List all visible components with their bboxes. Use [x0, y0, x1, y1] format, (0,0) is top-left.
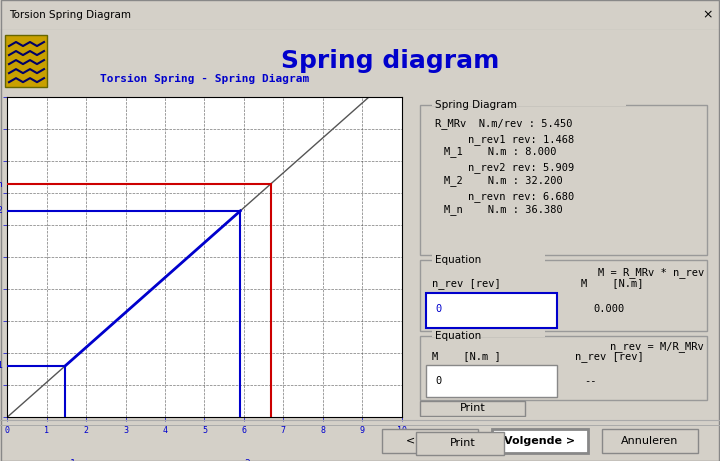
- Text: rev2: rev2: [230, 459, 251, 461]
- Text: n_rev2 rev: 5.909: n_rev2 rev: 5.909: [468, 162, 574, 173]
- FancyBboxPatch shape: [426, 293, 557, 328]
- Bar: [432, 95, 626, 106]
- Text: n_rev = M/R_MRv: n_rev = M/R_MRv: [610, 341, 704, 352]
- Text: M = R_MRv * n_rev: M = R_MRv * n_rev: [598, 267, 704, 278]
- Bar: [5, 35, 47, 87]
- Text: 0.000: 0.000: [593, 304, 624, 314]
- Text: 0: 0: [435, 304, 441, 314]
- Text: Print: Print: [459, 403, 485, 414]
- Text: M2: M2: [0, 207, 4, 215]
- Bar: [602, 429, 698, 453]
- Text: revn: revn: [260, 459, 282, 461]
- Bar: [382, 429, 478, 453]
- Text: Torsion Spring Diagram: Torsion Spring Diagram: [9, 10, 130, 20]
- Text: n_rev [rev]: n_rev [rev]: [575, 352, 644, 362]
- Text: M    [N.m]: M [N.m]: [581, 278, 644, 288]
- Text: Annuleren: Annuleren: [621, 436, 679, 446]
- Bar: [432, 251, 546, 262]
- Text: ×: ×: [702, 8, 713, 22]
- FancyBboxPatch shape: [420, 401, 525, 416]
- FancyBboxPatch shape: [420, 336, 707, 400]
- Text: n_revn rev: 6.680: n_revn rev: 6.680: [468, 191, 574, 202]
- Text: rev1: rev1: [55, 459, 76, 461]
- Text: n rev: n rev: [396, 459, 423, 461]
- Text: --: --: [585, 376, 597, 386]
- Bar: [432, 326, 546, 337]
- Text: Volgende >: Volgende >: [505, 436, 575, 446]
- Text: M_1    N.m : 8.000: M_1 N.m : 8.000: [444, 147, 557, 157]
- Text: Equation: Equation: [435, 331, 481, 341]
- FancyBboxPatch shape: [420, 105, 707, 255]
- FancyBboxPatch shape: [426, 365, 557, 397]
- Text: M_n    N.m : 36.380: M_n N.m : 36.380: [444, 204, 562, 215]
- FancyBboxPatch shape: [420, 260, 707, 331]
- Text: Mn: Mn: [0, 180, 4, 189]
- Text: < Vorige: < Vorige: [406, 436, 454, 446]
- Text: Spring Diagram: Spring Diagram: [435, 100, 517, 110]
- Text: M_2    N.m : 32.200: M_2 N.m : 32.200: [444, 175, 562, 186]
- Text: 0: 0: [435, 376, 441, 386]
- Text: Torsion Spring - Spring Diagram: Torsion Spring - Spring Diagram: [100, 74, 309, 84]
- Text: R_MRv  N.m/rev : 5.450: R_MRv N.m/rev : 5.450: [435, 118, 572, 129]
- Text: Print: Print: [449, 438, 475, 449]
- Text: Equation: Equation: [435, 255, 481, 265]
- Text: n_rev [rev]: n_rev [rev]: [432, 278, 500, 289]
- FancyBboxPatch shape: [416, 432, 504, 455]
- Text: M    [N.m ]: M [N.m ]: [432, 352, 500, 361]
- Text: n_rev1 rev: 1.468: n_rev1 rev: 1.468: [468, 134, 574, 145]
- Bar: [492, 429, 588, 453]
- Text: M1: M1: [0, 361, 4, 371]
- Text: Spring diagram: Spring diagram: [281, 49, 499, 73]
